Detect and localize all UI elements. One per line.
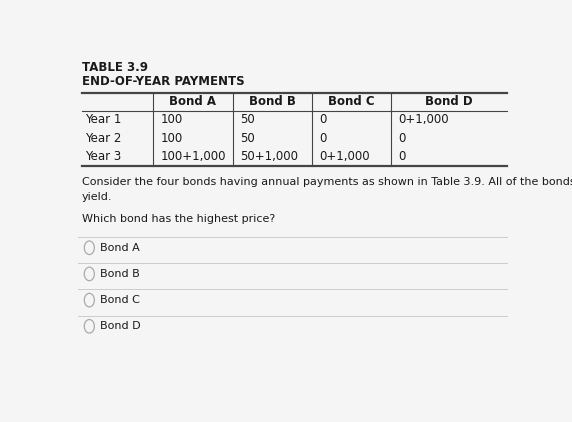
Text: TABLE 3.9: TABLE 3.9	[82, 61, 148, 74]
Text: Bond C: Bond C	[328, 95, 375, 108]
Text: Bond A: Bond A	[169, 95, 216, 108]
Text: 0: 0	[399, 150, 406, 163]
Text: Bond A: Bond A	[100, 243, 140, 253]
Text: Bond D: Bond D	[425, 95, 472, 108]
Text: Bond B: Bond B	[249, 95, 296, 108]
Text: Bond B: Bond B	[100, 269, 140, 279]
Text: 0: 0	[320, 114, 327, 127]
Text: 100+1,000: 100+1,000	[161, 150, 226, 163]
Text: 0: 0	[320, 132, 327, 145]
Text: 50+1,000: 50+1,000	[240, 150, 299, 163]
Text: 50: 50	[240, 132, 255, 145]
Text: yield.: yield.	[82, 192, 112, 202]
Text: 100: 100	[161, 114, 183, 127]
Text: 100: 100	[161, 132, 183, 145]
Text: 0+1,000: 0+1,000	[320, 150, 370, 163]
Text: 50: 50	[240, 114, 255, 127]
Text: Bond D: Bond D	[100, 321, 141, 331]
Text: Year 2: Year 2	[85, 132, 121, 145]
Text: Bond C: Bond C	[100, 295, 140, 305]
Text: 0+1,000: 0+1,000	[399, 114, 449, 127]
Text: Year 3: Year 3	[85, 150, 121, 163]
Text: 0: 0	[399, 132, 406, 145]
Text: Year 1: Year 1	[85, 114, 121, 127]
Text: Which bond has the highest price?: Which bond has the highest price?	[82, 214, 275, 224]
Text: Consider the four bonds having annual payments as shown in Table 3.9. All of the: Consider the four bonds having annual pa…	[82, 177, 572, 187]
Text: END-OF-YEAR PAYMENTS: END-OF-YEAR PAYMENTS	[82, 75, 244, 88]
